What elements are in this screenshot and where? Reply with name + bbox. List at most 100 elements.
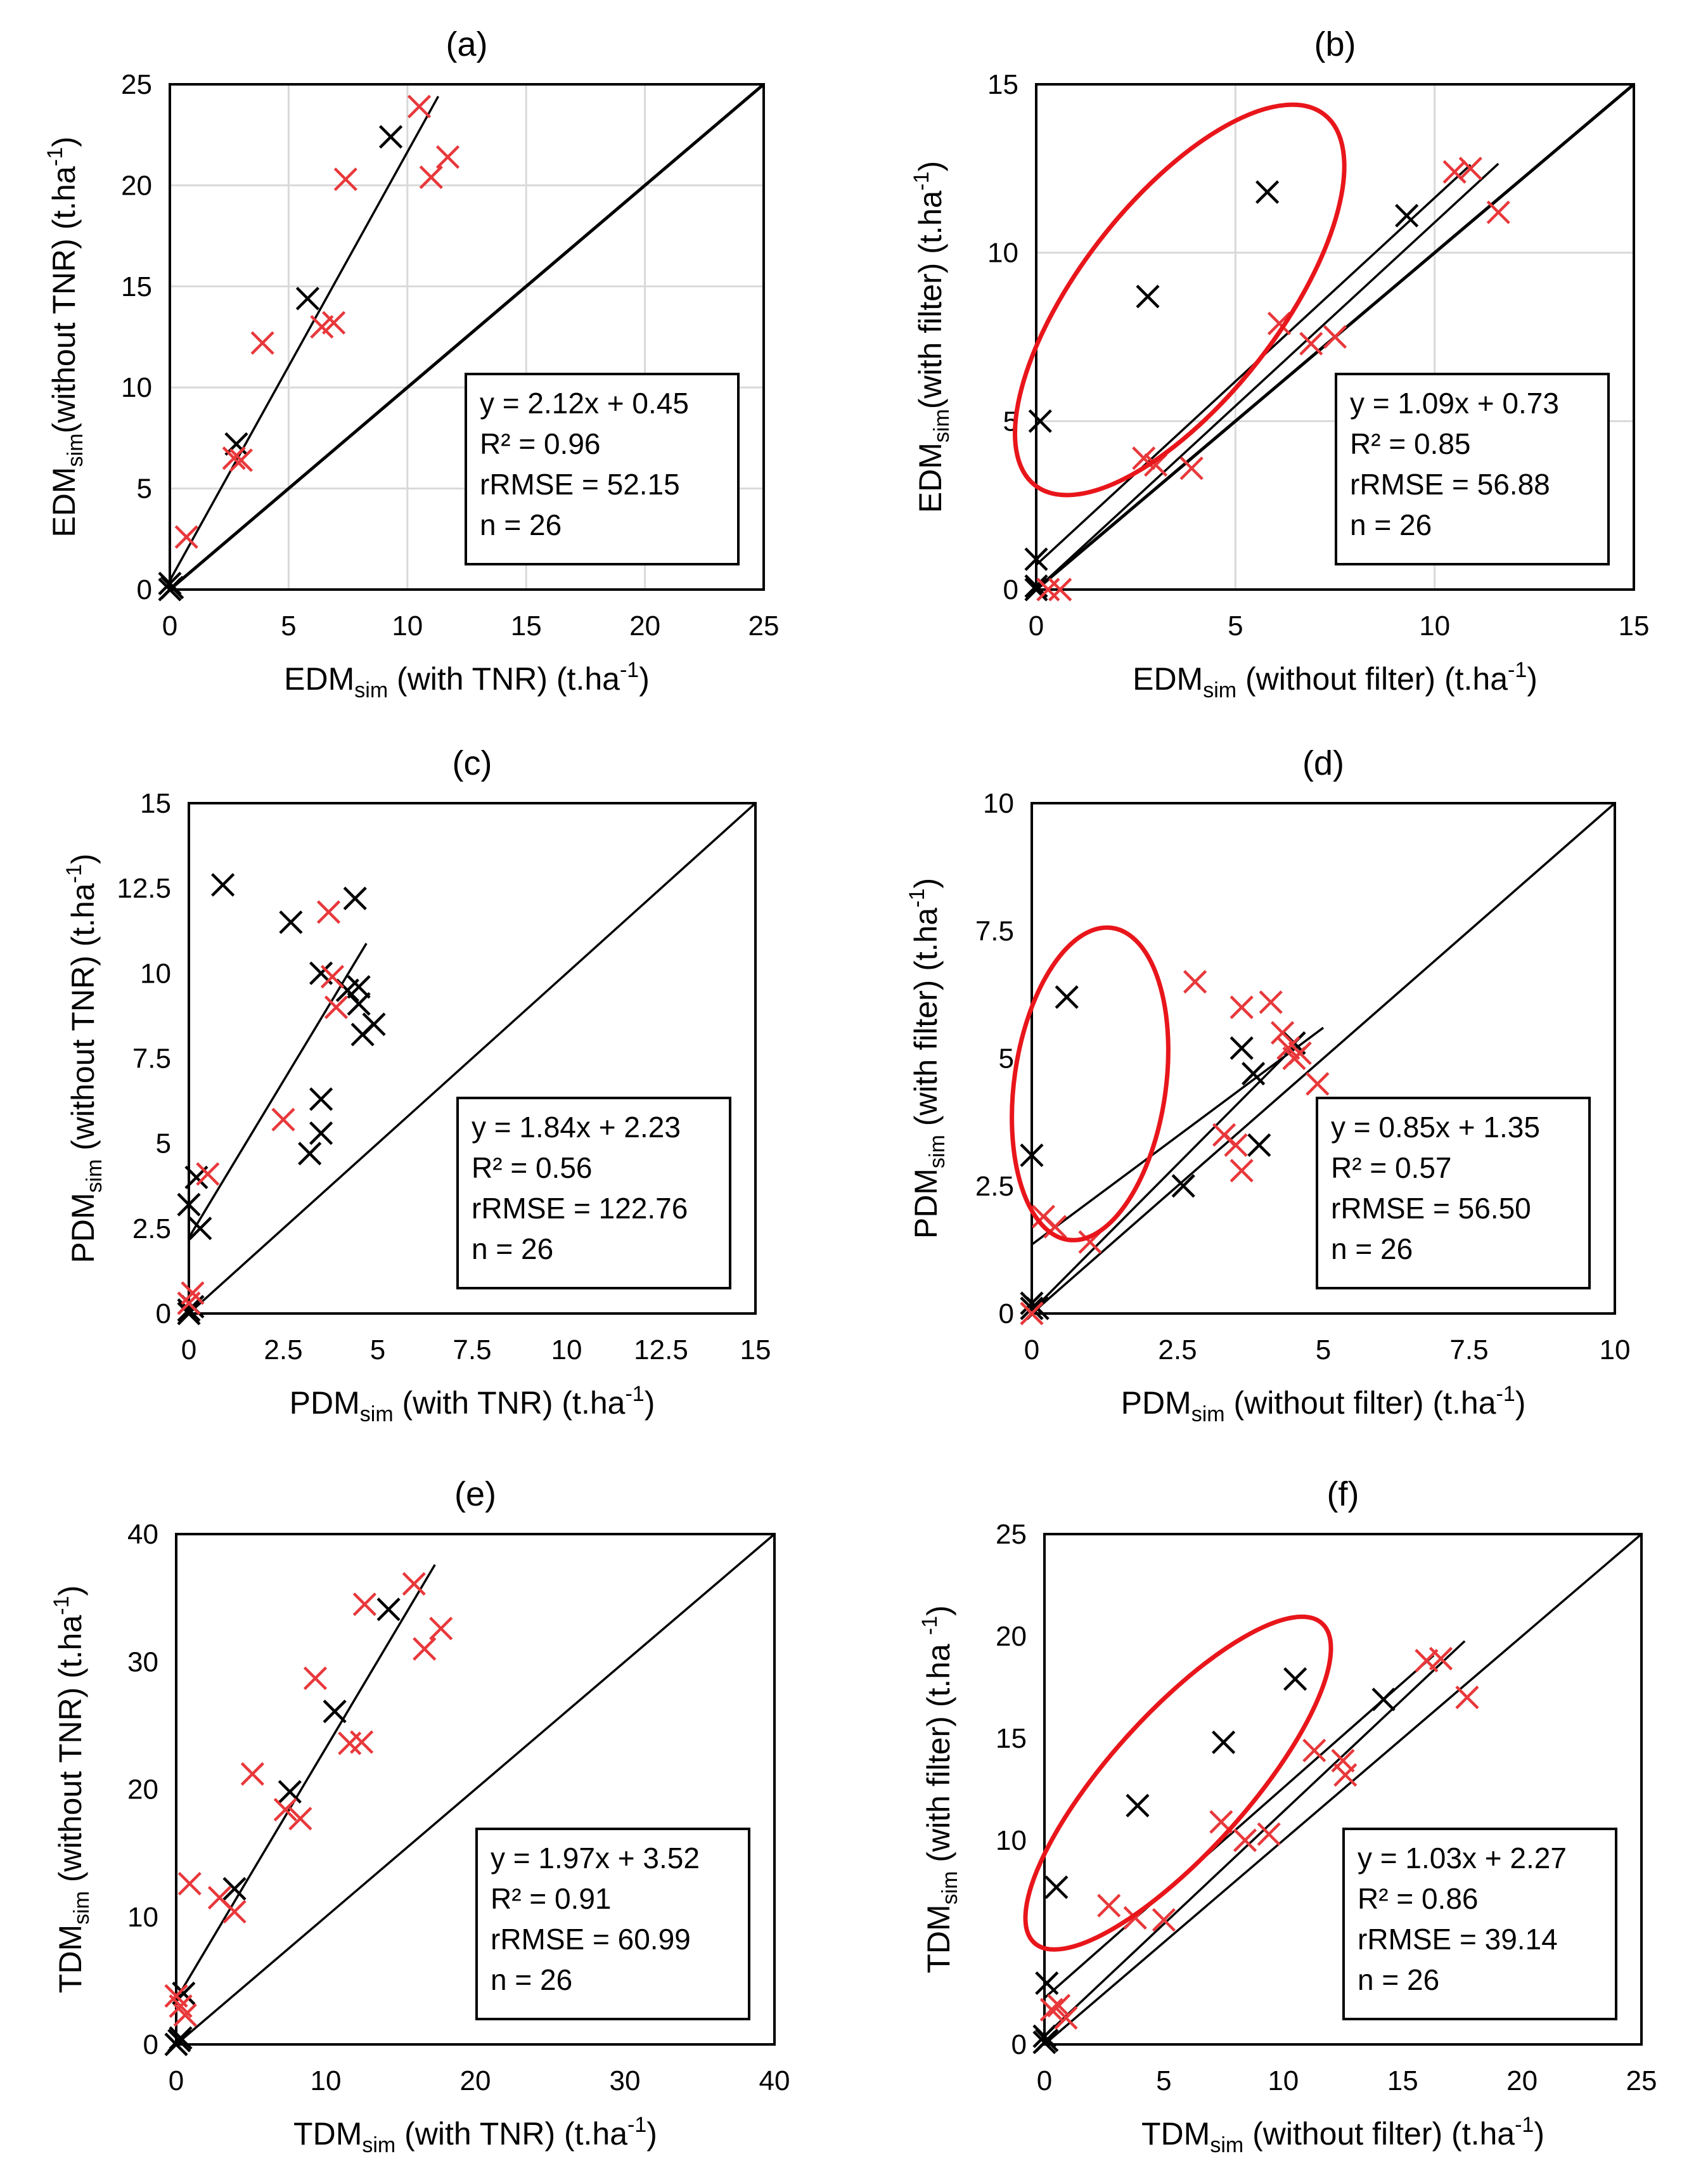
- y-tick-label: 30: [127, 1646, 158, 1677]
- data-point: [320, 965, 345, 989]
- y-tick-label: 25: [121, 69, 152, 100]
- y-tick-label: 0: [143, 2029, 158, 2060]
- data-point: [1230, 1159, 1254, 1183]
- data-point: [271, 1107, 295, 1132]
- x-tick-label: 12.5: [634, 1334, 688, 1365]
- data-point: [309, 1087, 333, 1111]
- data-point: [1126, 1793, 1150, 1817]
- data-point: [435, 145, 460, 169]
- stats-line: n = 26: [491, 1963, 572, 1996]
- data-point: [378, 125, 403, 149]
- one-to-one-line: [175, 1533, 776, 2046]
- data-point: [347, 975, 371, 999]
- data-point: [1136, 285, 1160, 309]
- x-axis-label: PDMsim (without filter) (t.ha-1): [1121, 1382, 1526, 1426]
- x-tick-label: 10: [392, 610, 423, 642]
- series-black: [164, 1597, 401, 2056]
- highlight-ellipse: [1010, 925, 1171, 1242]
- one-to-one-line: [169, 83, 765, 591]
- stats-line: R² = 0.86: [1358, 1882, 1479, 1915]
- one-to-one-line: [188, 802, 757, 1315]
- panel-d: 0 2.5 5 7.5 10 0 2.5 5 7.5 10 (d) PDMsim (without f…: [905, 744, 1630, 1426]
- data-point: [1020, 1296, 1044, 1320]
- data-point: [279, 910, 303, 934]
- data-point: [160, 576, 184, 600]
- stats-line: R² = 0.96: [480, 427, 601, 460]
- data-point: [188, 1217, 212, 1241]
- data-point: [177, 1301, 201, 1326]
- data-point: [1242, 1062, 1266, 1086]
- y-axis-label: EDMsim(without TNR) (t.ha-1): [43, 136, 87, 537]
- stats-box: y = 1.84x + 2.23 R² = 0.56 rRMSE = 122.76 n…: [456, 1097, 731, 1289]
- stats-line: rRMSE = 39.14: [1358, 1923, 1558, 1956]
- y-axis-label: EDMsim(with filter) (t.ha-1): [909, 161, 954, 513]
- data-point: [1055, 985, 1079, 1009]
- data-point: [419, 165, 443, 190]
- series-red: [177, 900, 349, 1315]
- y-tick-label: 0: [1003, 574, 1018, 605]
- plot-frame: [1043, 1533, 1643, 2046]
- data-point: [1458, 157, 1482, 181]
- x-tick-label: 5: [1156, 2065, 1171, 2096]
- data-point: [1331, 1748, 1355, 1773]
- data-point: [278, 1779, 302, 1804]
- data-point: [1039, 1998, 1063, 2022]
- y-tick-label: 12.5: [117, 873, 171, 904]
- y-tick-label: 15: [140, 788, 171, 819]
- regression-line: [175, 1564, 436, 2001]
- data-point: [1047, 1994, 1071, 2018]
- data-point: [343, 886, 367, 910]
- y-tick-label: 7.5: [975, 915, 1014, 946]
- data-point: [1288, 1041, 1312, 1066]
- data-point: [1283, 1667, 1307, 1691]
- regression-line: [169, 96, 440, 581]
- x-tick-label: 20: [1506, 2065, 1538, 2096]
- data-point: [1306, 1072, 1330, 1096]
- stats-line: R² = 0.85: [1350, 427, 1471, 460]
- data-point: [1183, 970, 1207, 994]
- regression-line: [1031, 1026, 1325, 1246]
- y-tick-label: 10: [996, 1825, 1027, 1856]
- x-tick-label: 5: [1228, 610, 1243, 642]
- panel-title: (c): [453, 744, 492, 782]
- regression-line: [1031, 1046, 1295, 1312]
- data-point: [1035, 2028, 1059, 2053]
- stats-line: n = 26: [472, 1232, 553, 1265]
- data-point: [1302, 1738, 1326, 1762]
- stats-line: y = 1.03x + 2.27: [1358, 1842, 1567, 1875]
- y-tick-label: 20: [121, 170, 152, 201]
- x-tick-label: 0: [1029, 610, 1044, 642]
- data-point: [174, 525, 198, 549]
- data-point: [1230, 995, 1254, 1019]
- data-point: [1020, 1301, 1044, 1326]
- x-tick-label: 10: [311, 2065, 342, 2096]
- panel-title: (a): [446, 25, 488, 63]
- y-tick-label: 7.5: [132, 1043, 171, 1075]
- y-tick-label: 25: [996, 1519, 1027, 1550]
- x-tick-label: 0: [169, 2065, 184, 2096]
- y-axis-label: PDMsim (without TNR) (t.ha-1): [62, 853, 106, 1263]
- series-black: [158, 125, 403, 602]
- stats-box: y = 2.12x + 0.45 R² = 0.96 rRMSE = 52.15 n …: [465, 373, 740, 565]
- svg-text:TDMsim (with TNR) (t.ha-1): TDMsim (with TNR) (t.ha-1): [293, 2113, 657, 2157]
- stats-line: n = 26: [1331, 1232, 1413, 1265]
- data-point: [1455, 1686, 1479, 1710]
- data-point: [229, 448, 254, 472]
- y-tick-label: 15: [996, 1723, 1027, 1754]
- y-tick-label: 20: [127, 1774, 158, 1805]
- data-point: [211, 873, 235, 897]
- y-tick-label: 0: [1011, 2029, 1027, 2060]
- panel-f: 0 5 10 15 20 25 0 10 15 20 25 (f) TDMsim (without fi…: [918, 1475, 1657, 2157]
- svg-text:PDMsim (with filter) (t.ha-1): PDMsim (with filter) (t.ha-1): [905, 878, 949, 1239]
- data-point: [1395, 203, 1419, 228]
- y-tick-label: 5: [137, 474, 152, 505]
- y-tick-label: 2.5: [132, 1213, 171, 1244]
- y-axis-label: TDMsim (without TNR) (t.ha-1): [49, 1585, 94, 1993]
- data-point: [1036, 578, 1060, 602]
- data-point: [1043, 1215, 1067, 1239]
- svg-text:EDMsim(with filter) (t.ha-1): EDMsim(with filter) (t.ha-1): [909, 161, 954, 513]
- data-point: [288, 1807, 312, 1831]
- x-tick-label: 15: [1387, 2065, 1418, 2096]
- series-black: [1032, 1667, 1396, 2055]
- x-axis-label: TDMsim (with TNR) (t.ha-1): [293, 2113, 657, 2157]
